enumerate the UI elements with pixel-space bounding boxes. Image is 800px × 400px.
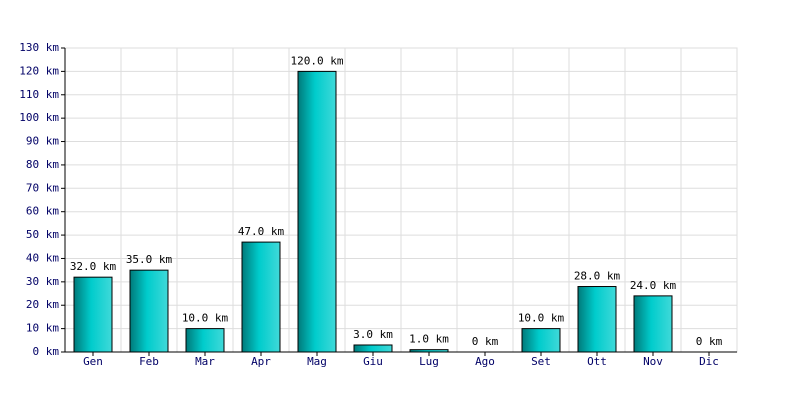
value-label: 1.0 km [409, 333, 449, 346]
value-label: 0 km [472, 335, 499, 348]
value-label: 35.0 km [126, 253, 173, 266]
x-tick-label: Lug [419, 355, 439, 368]
bar [297, 70, 337, 353]
x-tick-label: Ago [475, 355, 495, 368]
y-tick-label: 50 km [26, 228, 59, 241]
y-tick-label: 120 km [19, 64, 59, 77]
x-tick-label: Ott [587, 355, 607, 368]
bar [521, 328, 561, 353]
value-label: 3.0 km [353, 328, 393, 341]
bar [241, 241, 281, 353]
y-tick-label: 70 km [26, 181, 59, 194]
bar [353, 344, 393, 353]
value-label: 47.0 km [238, 225, 285, 238]
value-label: 32.0 km [70, 260, 117, 273]
value-label: 24.0 km [630, 279, 677, 292]
value-label: 10.0 km [182, 312, 229, 325]
bar [129, 269, 169, 353]
x-tick-label: Dic [699, 355, 719, 368]
y-tick-label: 130 km [19, 41, 59, 54]
x-tick-label: Giu [363, 355, 383, 368]
x-tick-label: Feb [139, 355, 159, 368]
value-label: 10.0 km [518, 312, 565, 325]
value-label: 0 km [696, 335, 723, 348]
y-tick-label: 110 km [19, 88, 59, 101]
bar [577, 286, 617, 353]
y-tick-label: 0 km [33, 345, 60, 358]
y-tick-label: 10 km [26, 322, 59, 335]
y-tick-label: 30 km [26, 275, 59, 288]
y-tick-label: 40 km [26, 251, 59, 264]
x-tick-label: Gen [83, 355, 103, 368]
x-tick-label: Mar [195, 355, 215, 368]
x-tick-label: Set [531, 355, 551, 368]
bar [633, 295, 673, 353]
bar [185, 328, 225, 353]
y-tick-label: 60 km [26, 205, 59, 218]
y-tick-label: 80 km [26, 158, 59, 171]
value-label: 120.0 km [291, 54, 344, 67]
y-tick-label: 90 km [26, 135, 59, 148]
bar [73, 276, 113, 353]
x-tick-label: Apr [251, 355, 271, 368]
x-tick-label: Nov [643, 355, 663, 368]
y-tick-label: 20 km [26, 298, 59, 311]
value-label: 28.0 km [574, 270, 621, 283]
y-tick-label: 100 km [19, 111, 59, 124]
x-tick-label: Mag [307, 355, 327, 368]
